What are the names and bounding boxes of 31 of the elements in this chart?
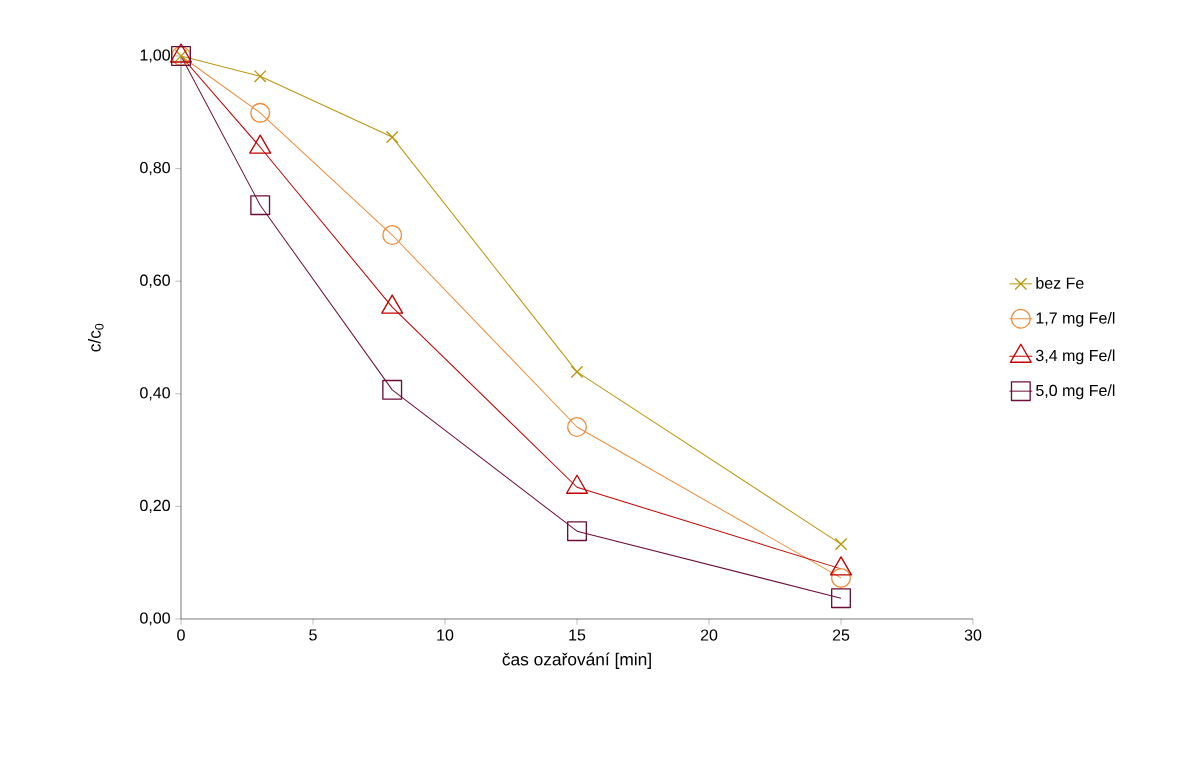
point — [570, 365, 584, 379]
x-axis-title: čas ozařování [min] — [502, 652, 651, 669]
x-tick-label: 30 — [964, 629, 982, 641]
legend-label: 1,7 mg Fe/l — [1036, 311, 1115, 327]
point — [250, 102, 271, 123]
y-tick-label: 0,00 — [140, 612, 170, 626]
x-tick-label: 25 — [832, 629, 850, 641]
y-tick-label: 0,60 — [140, 274, 170, 288]
point — [382, 225, 403, 246]
x-tick-label: 0 — [177, 629, 185, 641]
y-tick-label: 0,80 — [140, 161, 170, 176]
point — [250, 195, 271, 216]
point — [567, 417, 587, 438]
point — [567, 521, 587, 542]
point — [253, 69, 267, 83]
x-tick-label: 15 — [569, 629, 586, 641]
point — [834, 537, 848, 551]
x-tick-label: 5 — [309, 629, 317, 641]
y-axis-title: c/c$_{0}$ — [87, 323, 104, 352]
y-tick-label: 1,00 — [140, 49, 170, 63]
legend-label: 5,0 mg Fe/l — [1036, 384, 1115, 400]
point — [385, 130, 399, 144]
x-tick-label: 20 — [700, 629, 718, 641]
y-tick-label: 0,20 — [140, 499, 170, 514]
point — [831, 588, 852, 609]
point — [382, 379, 403, 400]
point — [831, 567, 852, 588]
legend-label: 3,4 mg Fe/l — [1035, 349, 1115, 365]
legend-label: bez Fe — [1036, 277, 1084, 289]
y-tick-label: 0,40 — [140, 387, 170, 401]
x-tick-label: 10 — [437, 629, 454, 641]
